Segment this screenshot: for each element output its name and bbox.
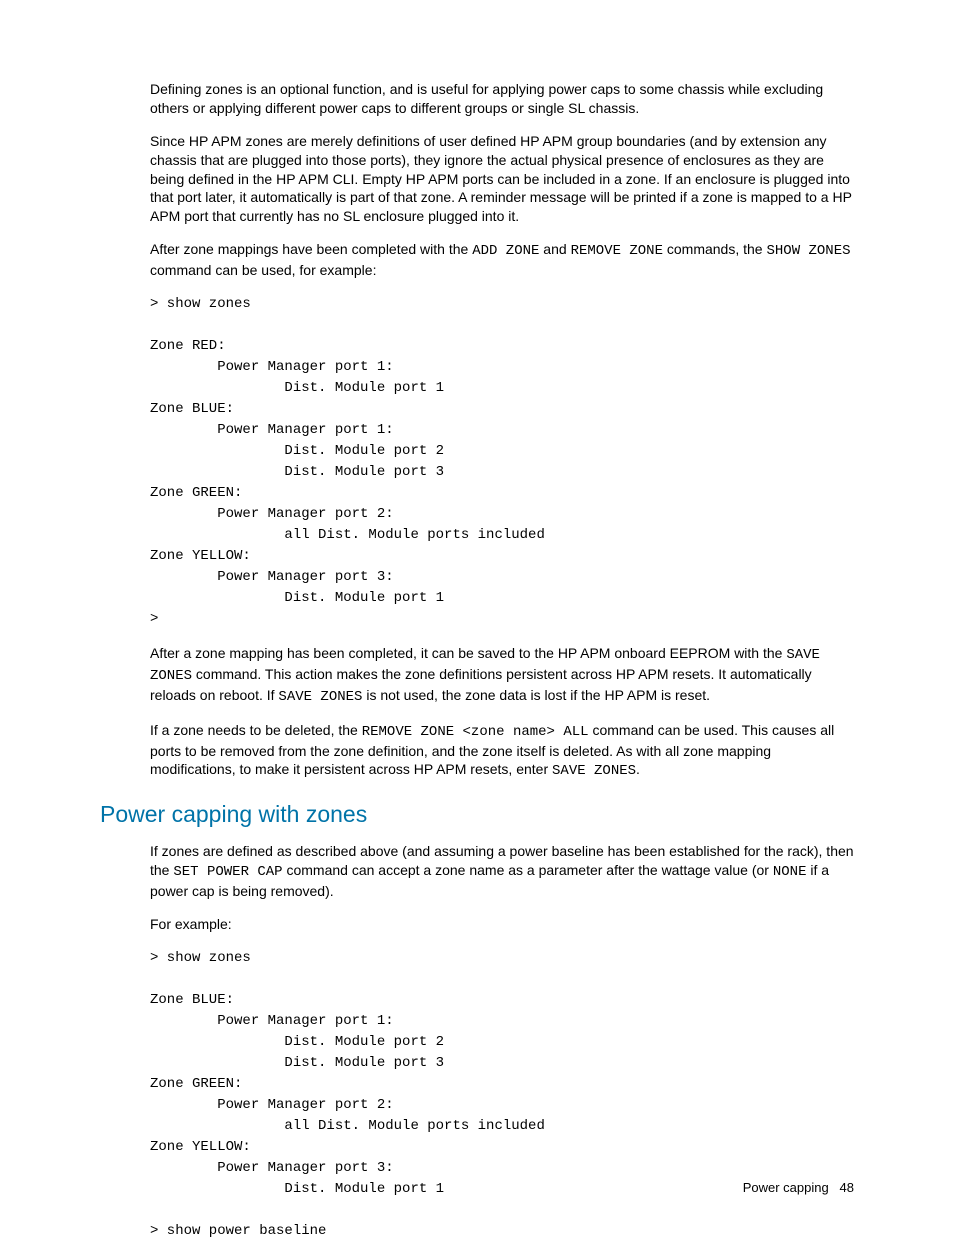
inline-code: SHOW ZONES [766, 243, 850, 259]
code-block-zones: > show zones Zone RED: Power Manager por… [150, 294, 854, 630]
page-footer: Power capping 48 [743, 1180, 854, 1195]
footer-section: Power capping [743, 1180, 829, 1195]
paragraph-7: For example: [150, 915, 854, 934]
text: . [636, 761, 640, 777]
inline-code: SAVE ZONES [278, 689, 362, 705]
inline-code: ADD ZONE [472, 243, 539, 259]
text: After zone mappings have been completed … [150, 241, 472, 257]
text: command can be used, for example: [150, 262, 376, 278]
paragraph-6: If zones are defined as described above … [150, 842, 854, 901]
inline-code: SAVE ZONES [552, 763, 636, 779]
text: and [539, 241, 570, 257]
section-heading: Power capping with zones [100, 801, 854, 828]
inline-code: REMOVE ZONE <zone name> ALL [362, 724, 589, 740]
text: is not used, the zone data is lost if th… [362, 687, 710, 703]
text: If a zone needs to be deleted, the [150, 722, 362, 738]
text: commands, the [663, 241, 767, 257]
paragraph-2: Since HP APM zones are merely definition… [150, 132, 854, 226]
inline-code: NONE [773, 864, 807, 880]
paragraph-1: Defining zones is an optional function, … [150, 80, 854, 118]
footer-page-number: 48 [840, 1180, 854, 1195]
code-block-example: > show zones Zone BLUE: Power Manager po… [150, 948, 854, 1242]
paragraph-3: After zone mappings have been completed … [150, 240, 854, 280]
text: command can accept a zone name as a para… [283, 862, 773, 878]
paragraph-5: If a zone needs to be deleted, the REMOV… [150, 721, 854, 782]
inline-code: REMOVE ZONE [571, 243, 663, 259]
text: After a zone mapping has been completed,… [150, 645, 786, 661]
inline-code: SET POWER CAP [173, 864, 282, 880]
paragraph-4: After a zone mapping has been completed,… [150, 644, 854, 707]
